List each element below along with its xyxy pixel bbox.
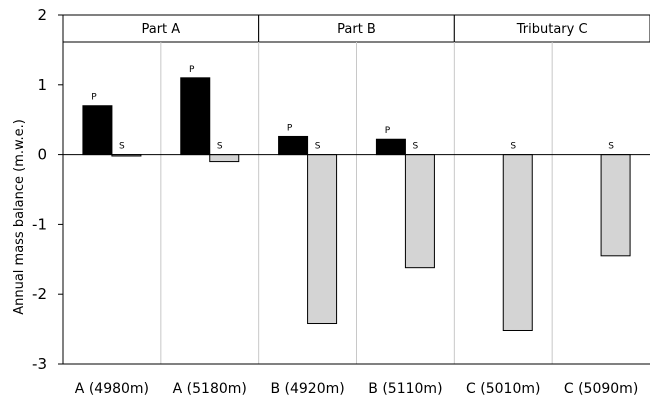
- category-dividers: [160, 42, 553, 364]
- x-tick-label: B (4920m): [270, 381, 344, 397]
- x-tick-labels: A (4980m) A (5180m) B (4920m) B (5110m) C (5…: [75, 381, 638, 397]
- panel-label: Part A: [141, 22, 180, 37]
- bar-s: [600, 154, 631, 257]
- axes: [62, 15, 650, 365]
- bar-label: S: [510, 142, 516, 152]
- bar-label: S: [119, 142, 125, 152]
- y-ticks: 2 1 0 -1 -2 -3: [32, 6, 63, 373]
- x-tick-label: A (5180m): [173, 381, 247, 397]
- bar-label: P: [385, 126, 391, 136]
- bar-p: [180, 77, 211, 156]
- bar-labels: P S P S P S P S S S: [91, 65, 614, 152]
- panel-header-box: [62, 14, 260, 43]
- bar-p: [375, 138, 406, 156]
- panel-headers: Part A Part B Tributary C: [62, 14, 650, 43]
- bar-s: [502, 154, 533, 331]
- panel-label: Part B: [337, 22, 376, 37]
- x-tick-label: A (4980m): [75, 381, 149, 397]
- bar-label: P: [189, 65, 195, 75]
- bar-label: P: [287, 123, 293, 133]
- bar-p: [278, 135, 309, 156]
- bar-s: [307, 154, 338, 325]
- bars: [82, 77, 631, 331]
- y-tick-label: 1: [37, 76, 47, 94]
- x-tick-label: C (5010m): [466, 381, 540, 397]
- bar-label: S: [608, 142, 614, 152]
- bar-label: S: [217, 142, 223, 152]
- y-axis-title: Annual mass balance (m.w.e.): [12, 119, 27, 315]
- y-tick-label: 0: [37, 146, 47, 164]
- y-tick-label: -2: [32, 285, 47, 303]
- x-tick-label: B (5110m): [368, 381, 442, 397]
- panel-header-box: [258, 14, 455, 43]
- panel-label: Tributary C: [516, 22, 588, 37]
- bar-label: P: [91, 93, 97, 103]
- x-tick-label: C (5090m): [564, 381, 638, 397]
- bar-s: [209, 154, 240, 163]
- y-tick-label: 2: [37, 6, 47, 24]
- bar-label: S: [413, 142, 419, 152]
- bar-label: S: [315, 142, 321, 152]
- y-tick-label: -1: [32, 215, 47, 233]
- bar-s: [404, 154, 435, 269]
- y-tick-label: -3: [32, 355, 47, 373]
- bar-p: [82, 105, 113, 156]
